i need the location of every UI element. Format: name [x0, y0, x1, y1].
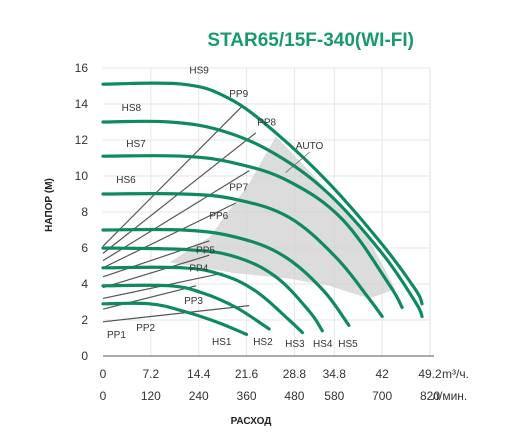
- y-tick-label: 2: [81, 313, 88, 327]
- x-tick-label-m3h: 21.6: [235, 367, 259, 381]
- x-tick-label-lmin: 120: [141, 389, 161, 403]
- curve-labels: HS1 HS2 HS3 HS4 HS5 HS6 HS7 HS8 HS9 PP1 PP2 PP3 PP4 P…: [107, 65, 358, 350]
- auto-shade-area: [169, 136, 396, 299]
- curve-label-pp9: PP9: [229, 89, 248, 100]
- x-tick-label-m3h: 7.2: [143, 367, 160, 381]
- hs-curve-hs9: [101, 81, 424, 306]
- auto-leader-line: [285, 151, 311, 173]
- x-tick-label-lmin: 240: [189, 389, 209, 403]
- curve-label-hs9: HS9: [189, 65, 209, 76]
- curve-label-hs5: HS5: [338, 339, 358, 350]
- curve-label-hs7: HS7: [126, 139, 146, 150]
- curve-label-pp4: PP4: [189, 263, 208, 274]
- y-tick-label: 8: [81, 205, 88, 219]
- y-tick-label: 6: [81, 241, 88, 255]
- curve-label-hs4: HS4: [313, 339, 333, 350]
- auto-region: [169, 136, 396, 299]
- curve-label-pp1: PP1: [107, 330, 126, 341]
- curve-label-pp2: PP2: [136, 323, 155, 334]
- x-tick-label-m3h: 14.4: [187, 367, 211, 381]
- curve-label-hs2: HS2: [253, 337, 273, 348]
- x-tick-label-lmin: 480: [284, 389, 304, 403]
- pp-line-pp1: [102, 305, 250, 323]
- hs-curve-hs4: [101, 246, 324, 333]
- curve-label-pp5: PP5: [196, 245, 215, 256]
- hs-curve-hs6: [101, 191, 384, 318]
- x-tick-label-m3h: 49.2: [418, 367, 442, 381]
- y-tick-label: 0: [81, 349, 88, 363]
- x-tick-label-m3h: 0: [100, 367, 107, 381]
- y-tick-label: 4: [81, 277, 88, 291]
- y-tick-label: 12: [75, 133, 89, 147]
- pp-line-pp5: [102, 240, 210, 278]
- hs-curves: [101, 81, 424, 336]
- pp-line-pp7: [102, 170, 250, 262]
- y-tick-label: 10: [75, 169, 89, 183]
- x-unit-m3h: m³/ч.: [442, 367, 469, 381]
- x-tick-label-lmin: 700: [372, 389, 392, 403]
- hs-curve-hs5: [101, 227, 351, 327]
- hs-curve-hs3: [101, 265, 304, 335]
- pp-line-pp6: [102, 202, 237, 269]
- y-axis-label: НАПОР (М): [44, 178, 55, 232]
- hs-curve-hs8: [101, 119, 424, 318]
- x-tick-label-lmin: 820: [420, 389, 440, 403]
- curve-label-hs3: HS3: [285, 339, 305, 350]
- pp-line-pp4: [102, 254, 210, 289]
- hs-curve-hs2: [101, 283, 271, 331]
- hs-curve-hs7: [101, 154, 404, 309]
- x-tick-label-m3h: 34.8: [323, 367, 347, 381]
- curve-label-pp8: PP8: [257, 118, 276, 129]
- x-unit-lmin: л/мин.: [432, 389, 467, 403]
- x-tick-label-m3h: 28.8: [283, 367, 307, 381]
- hs-curve-hs1: [101, 301, 249, 336]
- curve-label-hs8: HS8: [122, 103, 142, 114]
- y-tick-label: 14: [75, 97, 89, 111]
- curve-label-pp7: PP7: [229, 182, 248, 193]
- x-tick-label-lmin: 360: [237, 389, 257, 403]
- pp-line-pp2: [102, 285, 197, 310]
- curve-label-pp3: PP3: [184, 296, 203, 307]
- x-axis-label: РАСХОД: [231, 416, 272, 427]
- curve-label-hs6: HS6: [116, 175, 136, 186]
- curve-label-pp6: PP6: [209, 211, 228, 222]
- chart-title: STAR65/15F-340(WI-FI): [207, 30, 414, 51]
- curve-label-hs1: HS1: [212, 337, 232, 348]
- x-tick-label-lmin: 0: [100, 389, 107, 403]
- x-tick-label-lmin: 580: [324, 389, 344, 403]
- y-tick-label: 16: [75, 61, 89, 75]
- x-tick-label-m3h: 42: [375, 367, 389, 381]
- axes: 0246810121416007.212014.424021.636028.84…: [75, 61, 469, 403]
- curve-label-auto: AUTO: [296, 141, 324, 152]
